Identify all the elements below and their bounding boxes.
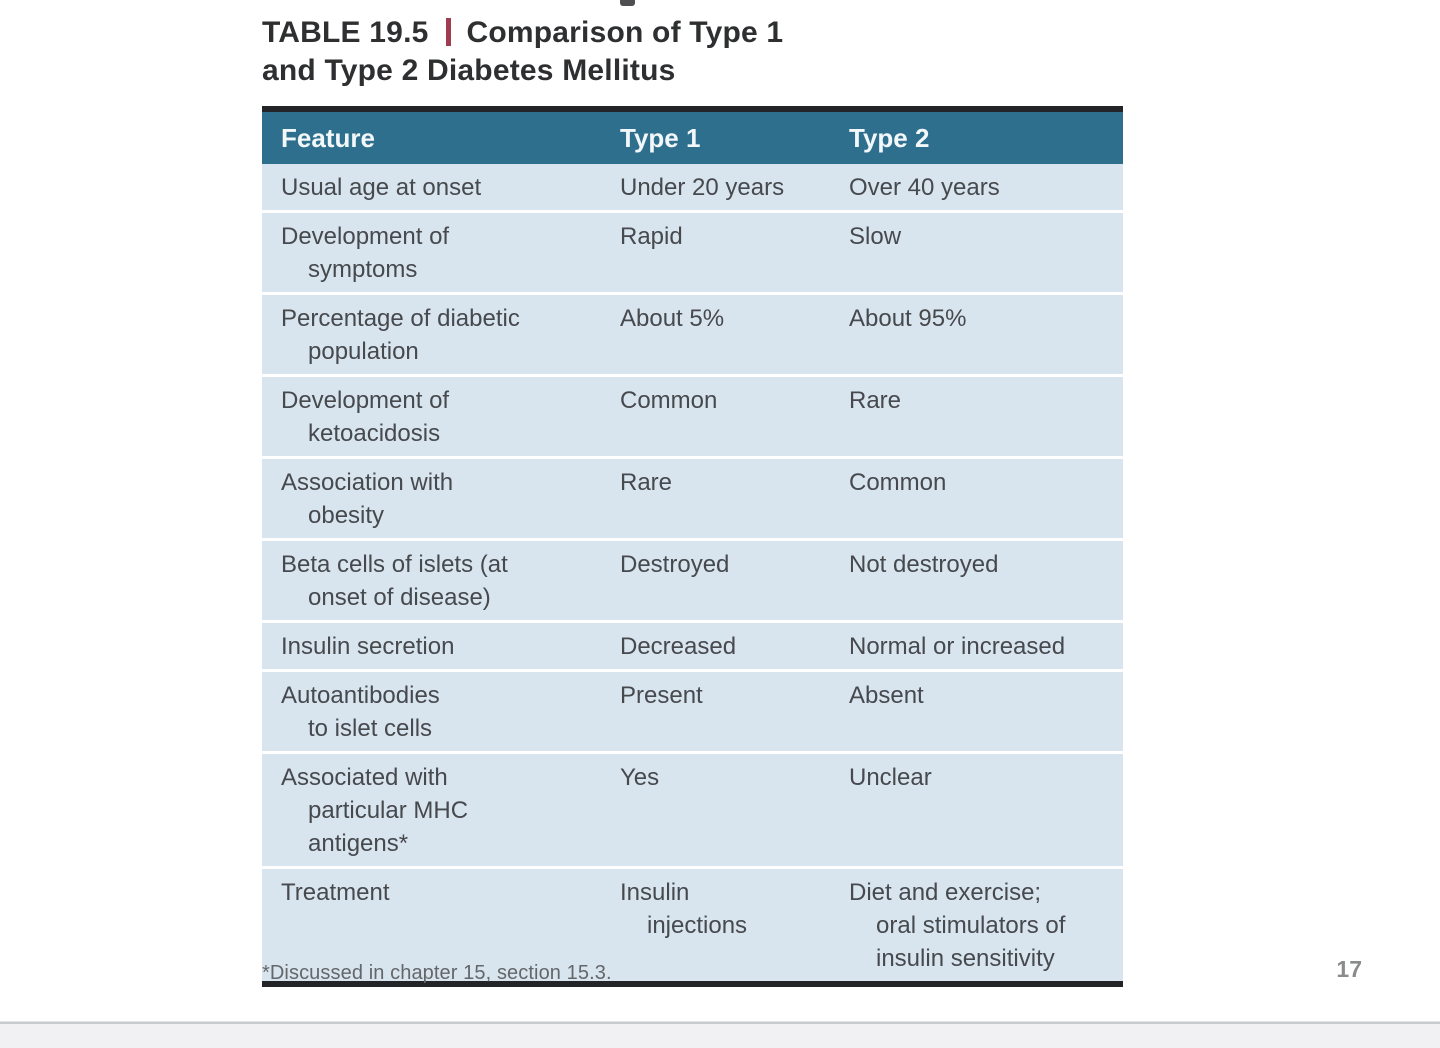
table-row: Development of symptoms Rapid Slow (262, 213, 1123, 292)
cell-type1: Common (620, 387, 718, 414)
cell-feature: Development of ketoacidosis (281, 387, 450, 447)
cell-type2: Normal or increased (849, 633, 1066, 660)
column-header-feature: Feature (281, 122, 375, 153)
cell-feature: Association with obesity (281, 469, 454, 529)
table-title-line2: and Type 2 Diabetes Mellitus (262, 54, 676, 87)
table-row: Associated with particular MHC antigens*… (262, 754, 1123, 866)
cell-type1: Present (620, 682, 703, 709)
cell-feature: Insulin secretion (281, 633, 455, 660)
cell-type2: About 95% (849, 305, 967, 332)
cell-type1: Insulin injections (620, 879, 748, 939)
column-header-type1: Type 1 (620, 122, 701, 153)
table-row: Percentage of diabetic population About … (262, 295, 1123, 374)
cell-type1: Rare (620, 469, 673, 496)
table-row: Insulin secretion Decreased Normal or in… (262, 623, 1123, 669)
cell-type1: Rapid (620, 223, 683, 250)
page-number: 17 (1336, 956, 1362, 982)
cell-type2: Common (849, 469, 947, 496)
cell-feature: Development of symptoms (281, 223, 450, 283)
table-title-line1: TABLE 19.5 Comparison of Type 1 (262, 14, 783, 52)
table-row: Development of ketoacidosis Common Rare (262, 377, 1123, 456)
cell-feature: Autoantibodies to islet cells (281, 682, 440, 742)
cell-type1: Destroyed (620, 551, 730, 578)
bottom-chrome-bar (0, 1022, 1440, 1048)
cell-feature: Usual age at onset (281, 174, 482, 201)
cell-type2: Unclear (849, 764, 932, 791)
cell-type1: Under 20 years (620, 174, 785, 201)
table-row: Association with obesity Rare Common (262, 459, 1123, 538)
cell-type2: Absent (849, 682, 924, 709)
cell-type2: Rare (849, 387, 902, 414)
cell-type2: Not destroyed (849, 551, 999, 578)
cell-type2: Over 40 years (849, 174, 1000, 201)
cell-feature: Percentage of diabetic population (281, 305, 520, 365)
cell-feature: Treatment (281, 879, 390, 906)
table-row: Beta cells of islets (at onset of diseas… (262, 541, 1123, 620)
table-title-text: Comparison of Type 1 (466, 16, 784, 49)
table-top-rule (262, 106, 1123, 112)
table-body: Usual age at onset Under 20 years Over 4… (262, 164, 1123, 981)
table-bottom-rule (262, 981, 1123, 987)
cell-type2: Diet and exercise; oral stimulators of i… (849, 879, 1066, 972)
cell-type1: Yes (620, 764, 660, 791)
cell-feature: Beta cells of islets (at onset of diseas… (281, 551, 508, 611)
clipped-text-fragment (620, 0, 635, 6)
table-row: Autoantibodies to islet cells Present Ab… (262, 672, 1123, 751)
table-row: Usual age at onset Under 20 years Over 4… (262, 164, 1123, 210)
table-title: TABLE 19.5 Comparison of Type 1 and Type… (262, 14, 783, 90)
table-footnote: *Discussed in chapter 15, section 15.3. (262, 962, 612, 984)
comparison-table: Feature Type 1 Type 2 Usual age at onset… (262, 106, 1123, 987)
cell-feature: Associated with particular MHC antigens* (281, 764, 469, 857)
title-separator-bar (445, 18, 451, 46)
table-number-label: TABLE 19.5 (262, 16, 429, 49)
cell-type1: About 5% (620, 305, 725, 332)
table-header-row: Feature Type 1 Type 2 (262, 112, 1123, 164)
cell-type2: Slow (849, 223, 902, 250)
table-row: Treatment Insulin injections Diet and ex… (262, 869, 1123, 981)
cell-type1: Decreased (620, 633, 737, 660)
column-header-type2: Type 2 (849, 122, 930, 153)
